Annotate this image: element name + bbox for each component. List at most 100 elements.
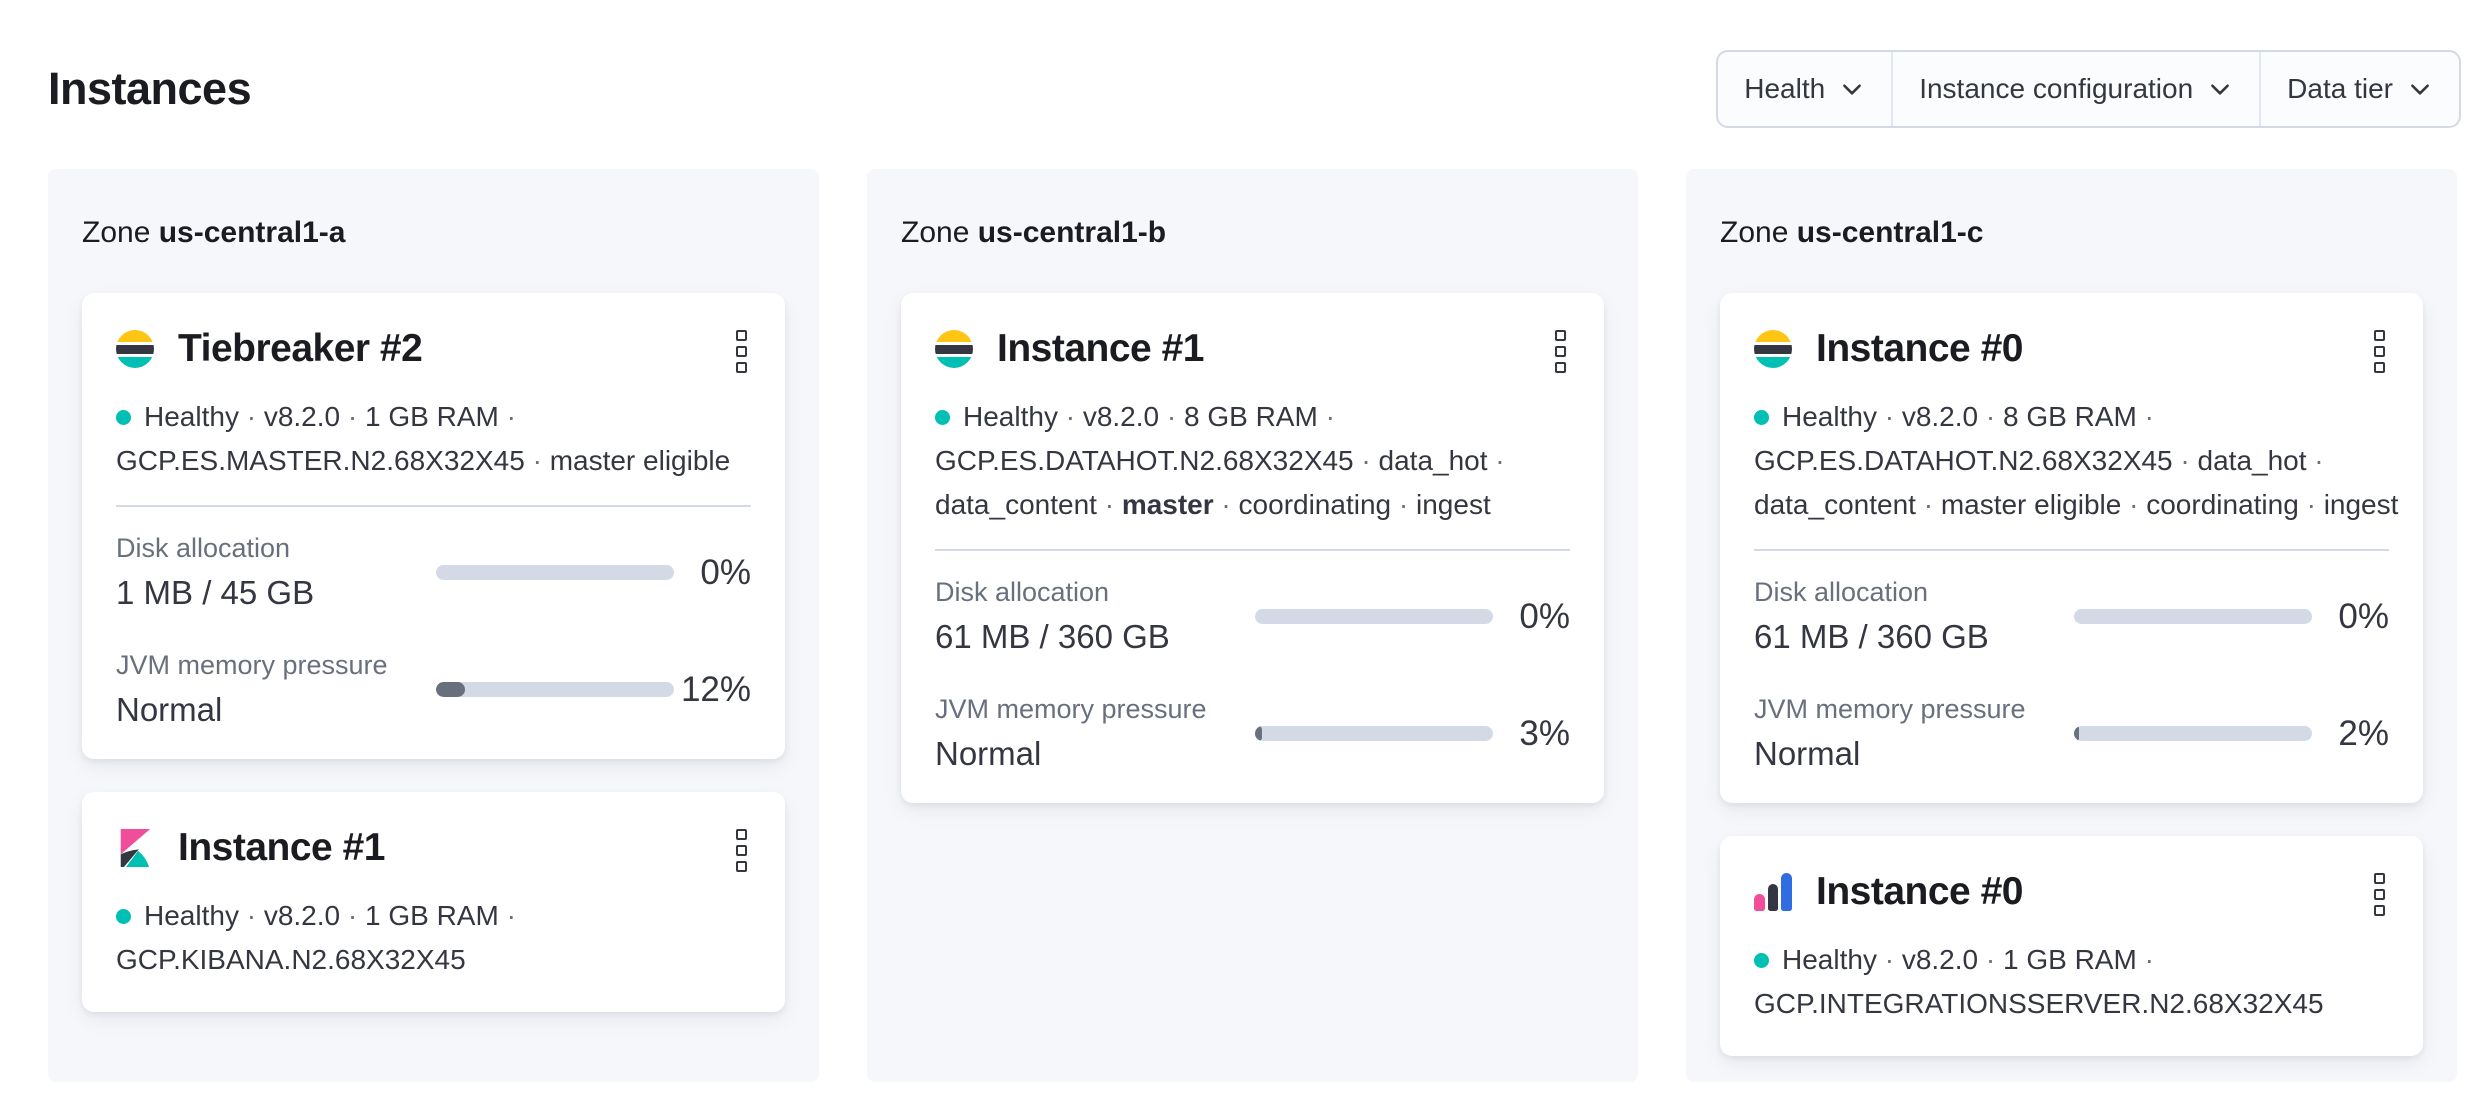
zone-label-prefix: Zone	[82, 216, 159, 249]
progress-bar	[2074, 609, 2312, 624]
progress-bar	[1255, 726, 1493, 741]
metrics: Disk allocation 61 MB / 360 GB 0% JVM memor…	[935, 577, 1570, 773]
metric-percent: 0%	[700, 552, 751, 592]
instance-title: Instance #0	[1816, 327, 2023, 370]
instance-title: Instance #1	[997, 327, 1204, 370]
card-header: Instance #0	[1754, 864, 2389, 920]
metric-left: Disk allocation 1 MB / 45 GB	[116, 533, 436, 612]
metric-value: Normal	[116, 691, 223, 728]
health-dot-icon	[116, 909, 131, 924]
topbar: Instances Health Instance configuration …	[48, 50, 2461, 128]
instance-meta-line: Healthy · v8.2.0 · 1 GB RAM ·	[116, 395, 751, 439]
filter-label: Instance configuration	[1919, 73, 2194, 104]
instances-page: Instances Health Instance configuration …	[0, 50, 2490, 1102]
progress-bar-fill	[2074, 726, 2079, 741]
metric-label: Disk allocation	[1754, 577, 1929, 607]
metric-label: JVM memory pressure	[935, 694, 1207, 724]
instance-card: Tiebreaker #2 Healthy · v8.2.0 · 1 GB RAM…	[82, 293, 785, 759]
kibana-logo	[116, 829, 154, 867]
zone-label-prefix: Zone	[901, 216, 978, 249]
chevron-down-icon	[1843, 84, 1862, 95]
progress-bar	[2074, 726, 2312, 741]
instance-menu-button[interactable]	[732, 321, 751, 377]
zone-panel: Zone us-central1-b Instance #1 Healthy · v…	[867, 169, 1638, 1082]
instance-menu-button[interactable]	[2370, 321, 2389, 377]
health-dot-icon	[1754, 410, 1769, 425]
metric-row: Disk allocation 1 MB / 45 GB 0%	[116, 533, 751, 612]
health-dot-icon	[116, 410, 131, 425]
elasticsearch-logo	[116, 330, 154, 368]
instance-meta: Healthy · v8.2.0 · 1 GB RAM · GCP.KIBANA…	[116, 894, 751, 982]
instance-title: Instance #1	[178, 826, 385, 869]
metric-left: JVM memory pressure Normal	[1754, 694, 2074, 773]
zone-cards: Instance #0 Healthy · v8.2.0 · 8 GB RAM ·…	[1720, 293, 2423, 1056]
metric-value: Normal	[935, 735, 1042, 772]
instance-menu-button[interactable]	[1551, 321, 1570, 377]
chevron-down-icon	[2211, 84, 2230, 95]
zone-panel: Zone us-central1-c Instance #0 Healthy · v…	[1686, 169, 2457, 1082]
metric-row: Disk allocation 61 MB / 360 GB 0%	[1754, 577, 2389, 656]
metrics: Disk allocation 61 MB / 360 GB 0% JVM memor…	[1754, 577, 2389, 773]
metric-percent: 12%	[680, 669, 751, 709]
instance-meta-line: Healthy · v8.2.0 · 8 GB RAM ·	[935, 395, 1570, 439]
instance-menu-button[interactable]	[732, 820, 751, 876]
filter-button-health[interactable]: Health	[1718, 52, 1894, 126]
zone-cards: Tiebreaker #2 Healthy · v8.2.0 · 1 GB RAM…	[82, 293, 785, 1012]
instance-meta-line: Healthy · v8.2.0 · 8 GB RAM ·	[1754, 395, 2389, 439]
page-title: Instances	[48, 63, 252, 114]
zone-name: us-central1-b	[977, 216, 1167, 249]
instance-meta-line: data_content · master eligible · coordin…	[1754, 489, 2399, 520]
metric-left: Disk allocation 61 MB / 360 GB	[1754, 577, 2074, 656]
metric-percent: 0%	[1519, 596, 1570, 636]
zone-label-prefix: Zone	[1720, 216, 1797, 249]
instance-meta-line: GCP.KIBANA.N2.68X32X45	[116, 944, 466, 975]
elasticsearch-logo	[1754, 330, 1792, 368]
zone-label: Zone us-central1-c	[1720, 215, 2423, 251]
zone-panel: Zone us-central1-a Tiebreaker #2 Healthy ·…	[48, 169, 819, 1082]
health-dot-icon	[935, 410, 950, 425]
instance-meta-line: GCP.ES.DATAHOT.N2.68X32X45 · data_hot ·	[1754, 445, 2324, 476]
instance-meta-line: GCP.ES.DATAHOT.N2.68X32X45 · data_hot ·	[935, 445, 1505, 476]
zone-name: us-central1-a	[158, 216, 346, 249]
elasticsearch-logo	[935, 330, 973, 368]
instance-title: Instance #0	[1816, 870, 2023, 913]
card-divider	[116, 505, 751, 507]
progress-bar-fill	[436, 682, 465, 697]
instance-meta-line: Healthy · v8.2.0 · 1 GB RAM ·	[1754, 938, 2389, 982]
metric-row: JVM memory pressure Normal 12%	[116, 650, 751, 729]
filter-label: Data tier	[2287, 73, 2393, 104]
instance-card: Instance #1 Healthy · v8.2.0 · 8 GB RAM ·…	[901, 293, 1604, 803]
filter-button-instance-configuration[interactable]: Instance configuration	[1893, 52, 2262, 126]
metric-label: JVM memory pressure	[1754, 694, 2026, 724]
card-header: Instance #1	[935, 321, 1570, 377]
instance-menu-button[interactable]	[2370, 864, 2389, 920]
chevron-down-icon	[2411, 84, 2429, 95]
metric-label: Disk allocation	[935, 577, 1110, 607]
progress-bar	[436, 565, 674, 580]
zone-label: Zone us-central1-b	[901, 215, 1604, 251]
health-dot-icon	[1754, 953, 1769, 968]
metric-left: Disk allocation 61 MB / 360 GB	[935, 577, 1255, 656]
card-divider	[935, 549, 1570, 551]
progress-bar	[1255, 609, 1493, 624]
metric-value: 61 MB / 360 GB	[1754, 618, 1989, 655]
instance-meta-line: data_content · master · coordinating · i…	[935, 489, 1491, 520]
instance-meta-line: Healthy · v8.2.0 · 1 GB RAM ·	[116, 894, 751, 938]
filter-group: Health Instance configuration Data tier	[1716, 50, 2461, 128]
instance-card: Instance #0 Healthy · v8.2.0 · 1 GB RAM ·…	[1720, 836, 2423, 1056]
metric-value: 61 MB / 360 GB	[935, 618, 1170, 655]
instance-meta: Healthy · v8.2.0 · 8 GB RAM · GCP.ES.DAT…	[935, 395, 1570, 527]
metric-value: Normal	[1754, 735, 1861, 772]
filter-button-data-tier[interactable]: Data tier	[2261, 52, 2459, 126]
instance-meta: Healthy · v8.2.0 · 1 GB RAM · GCP.ES.MAS…	[116, 395, 751, 483]
metrics: Disk allocation 1 MB / 45 GB 0% JVM memory …	[116, 533, 751, 729]
instance-meta-line: GCP.INTEGRATIONSSERVER.N2.68X32X45	[1754, 988, 2324, 1019]
metric-value: 1 MB / 45 GB	[116, 574, 315, 611]
metric-percent: 3%	[1519, 713, 1570, 753]
card-header: Instance #0	[1754, 321, 2389, 377]
instance-card: Instance #0 Healthy · v8.2.0 · 8 GB RAM ·…	[1720, 293, 2423, 803]
card-header: Tiebreaker #2	[116, 321, 751, 377]
progress-bar-fill	[1255, 726, 1263, 741]
card-divider	[1754, 549, 2389, 551]
instance-title: Tiebreaker #2	[178, 327, 423, 370]
